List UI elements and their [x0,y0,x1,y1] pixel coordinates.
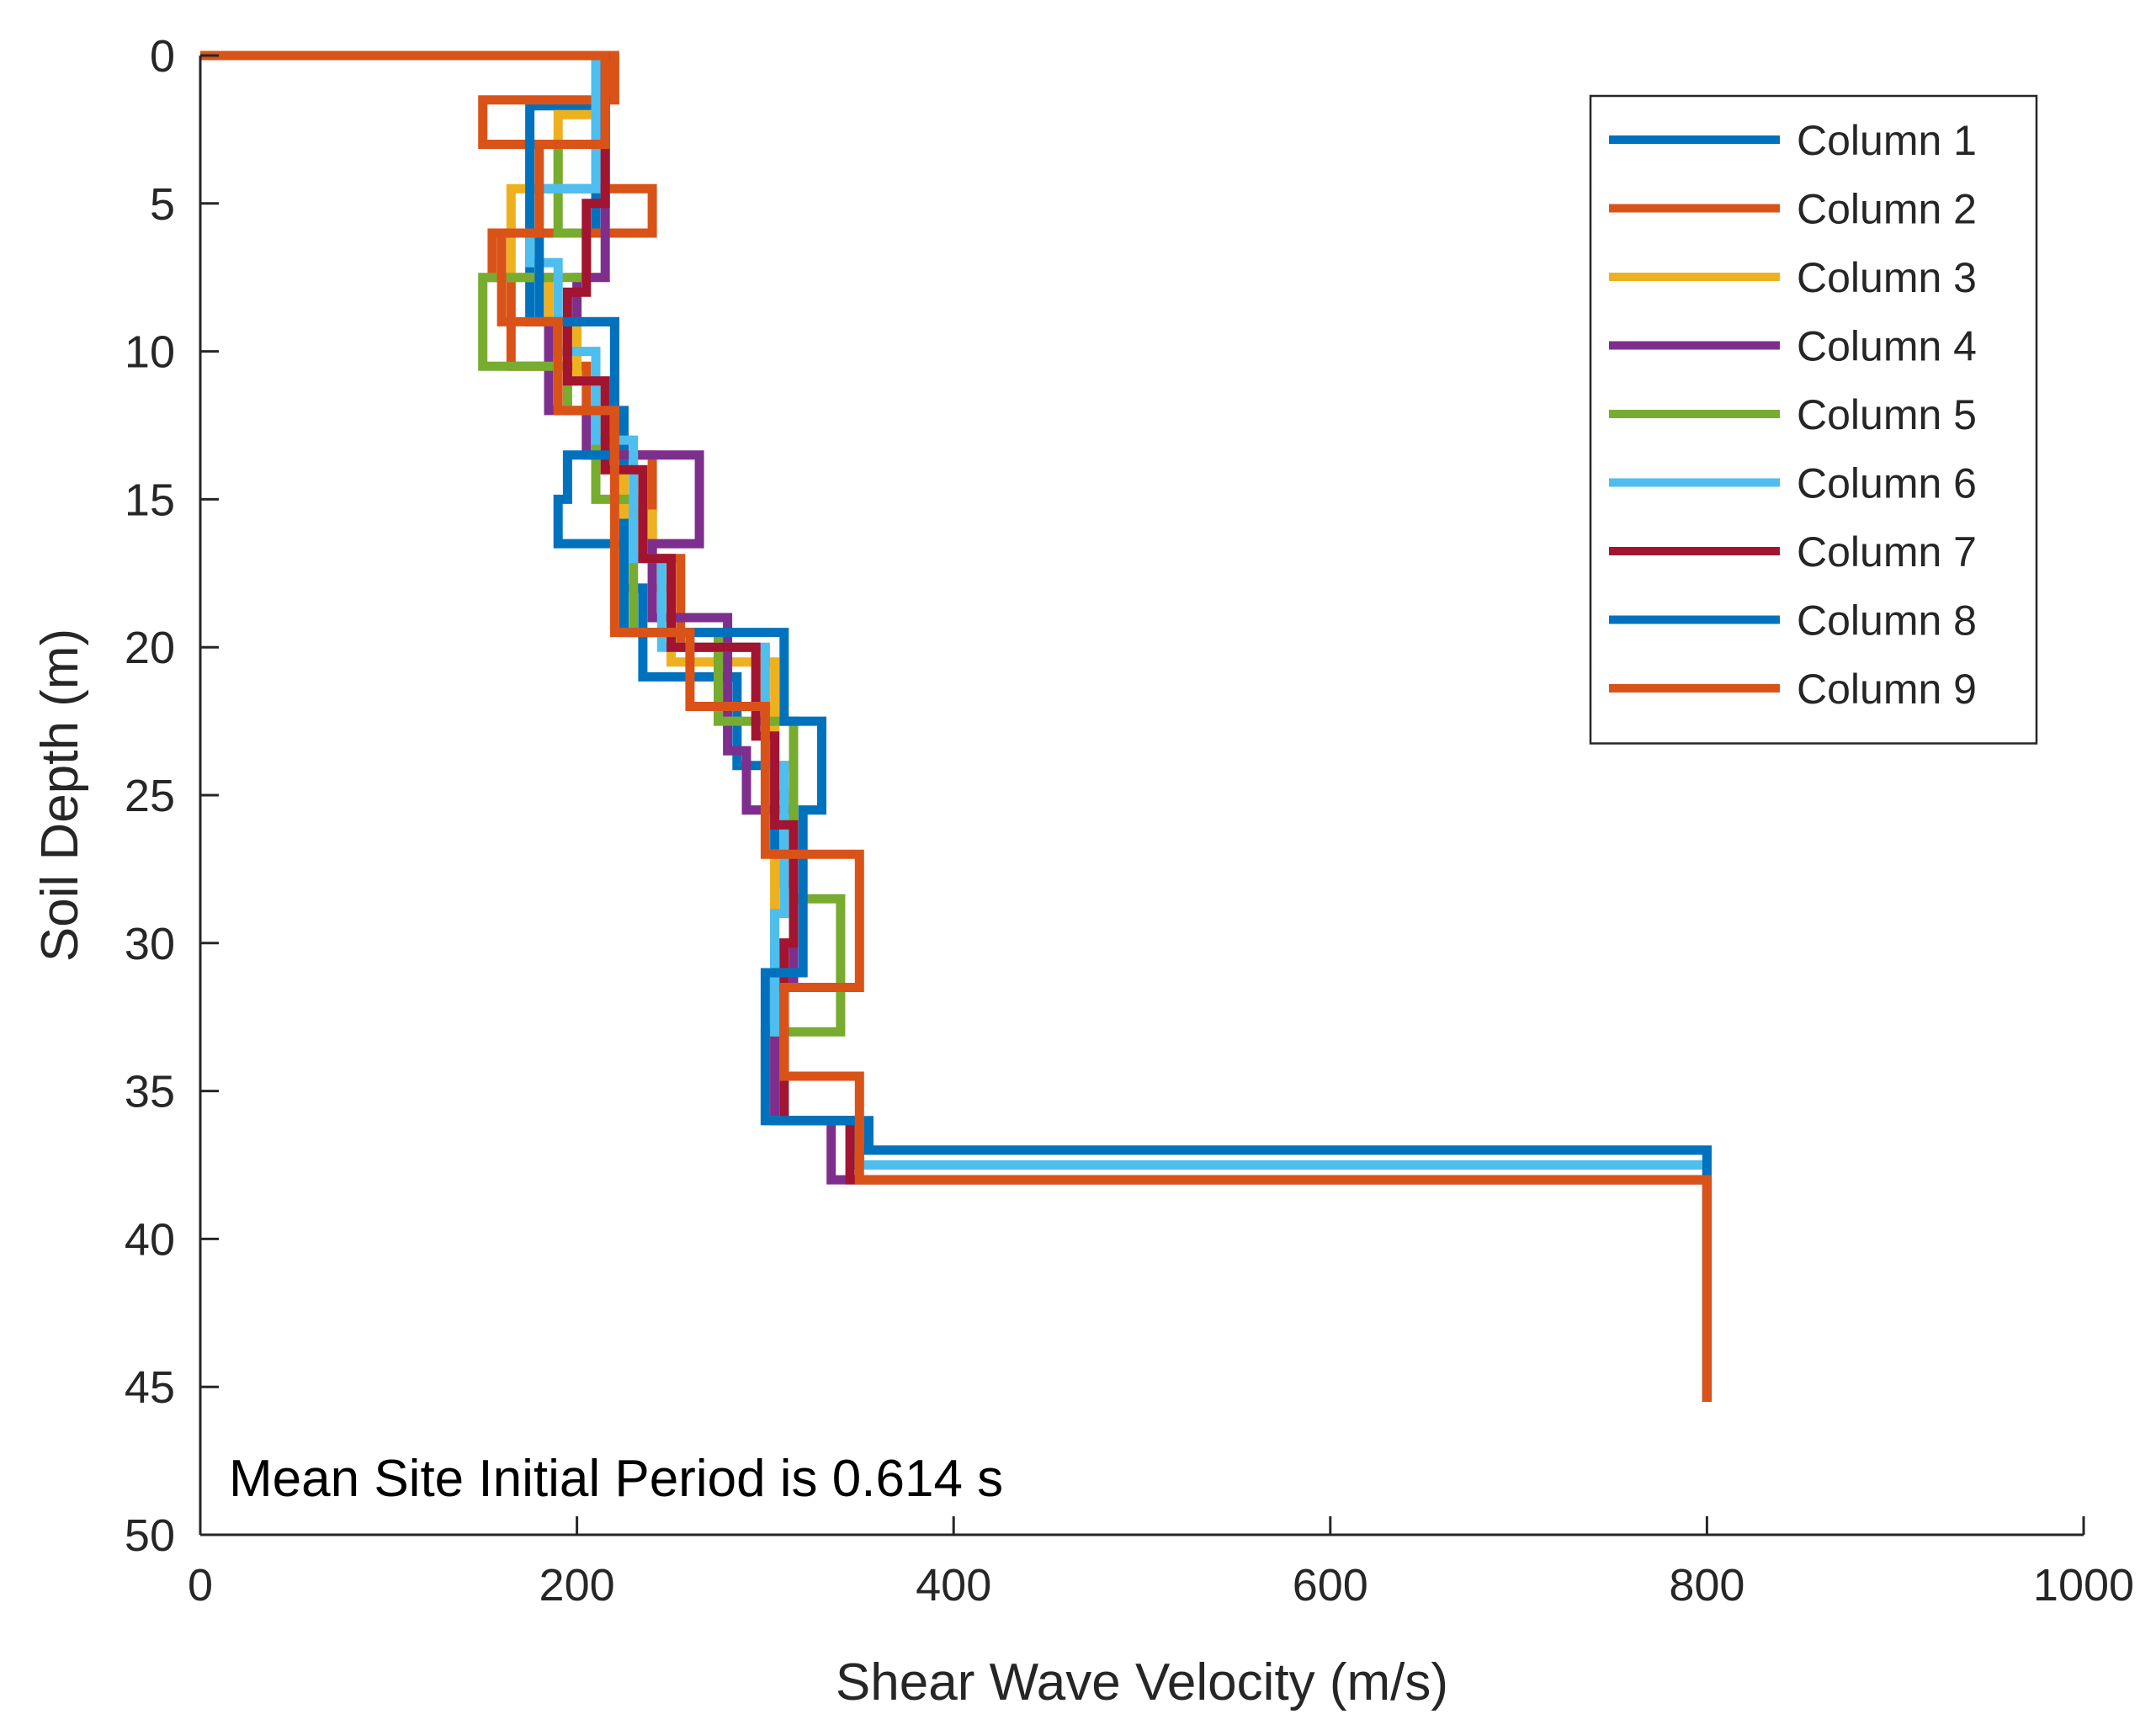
legend-label-column-6: Column 6 [1797,460,1977,507]
y-ticks: 0 5 10 15 20 25 30 35 40 45 50 [125,31,219,1561]
legend-label-column-2: Column 2 [1797,186,1977,233]
y-tick-label: 5 [150,179,175,230]
y-tick-label: 35 [125,1067,175,1117]
legend-label-column-8: Column 8 [1797,597,1977,645]
y-tick-label: 15 [125,475,175,525]
legend-box [1589,94,2038,745]
annotation-mean-site-period: Mean Site Initial Period is 0.614 s [229,1450,1003,1508]
y-tick-label: 40 [125,1214,175,1265]
y-tick-label: 25 [125,771,175,821]
y-axis-label: Soil Depth (m) [31,629,89,962]
y-tick-label: 45 [125,1362,175,1413]
series-line-column-9 [200,50,1712,1402]
x-tick-label: 800 [1669,1560,1744,1611]
x-ticks: 0 200 400 600 800 1000 [188,1516,2134,1611]
series-line-column-4 [200,50,1712,1402]
x-axis-label: Shear Wave Velocity (m/s) [836,1653,1448,1711]
legend-label-column-3: Column 3 [1797,254,1977,301]
y-tick-label: 30 [125,919,175,969]
x-tick-label: 1000 [2033,1560,2134,1611]
x-tick-label: 400 [916,1560,991,1611]
y-tick-label: 0 [150,31,175,82]
x-tick-label: 200 [539,1560,615,1611]
y-tick-label: 20 [125,623,175,673]
legend-label-column-1: Column 1 [1797,117,1977,164]
legend-label-column-9: Column 9 [1797,666,1977,713]
legend-label-column-4: Column 4 [1797,323,1977,370]
x-tick-label: 600 [1293,1560,1368,1611]
legend: Column 1 Column 2 Column 3 Column 4 Column 5… [1589,94,2038,745]
y-tick-label: 10 [125,327,175,378]
series-group [200,50,1712,1402]
legend-label-column-5: Column 5 [1797,391,1977,438]
x-tick-label: 0 [188,1560,213,1611]
y-tick-label: 50 [125,1510,175,1561]
legend-label-column-7: Column 7 [1797,528,1977,576]
